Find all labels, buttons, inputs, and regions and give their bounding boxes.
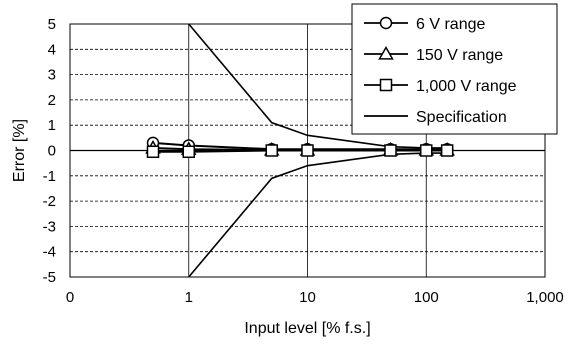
- legend-entry: 6 V range: [364, 16, 485, 33]
- x-tick-label: 10: [299, 289, 316, 306]
- y-tick-label: -5: [43, 269, 56, 286]
- x-tick-label: 100: [414, 289, 439, 306]
- legend-label: 150 V range: [416, 47, 503, 64]
- 1-000-v-range-point: [265, 144, 279, 157]
- x-tick-label: 1,000: [526, 289, 564, 306]
- specification-lower-line: [188, 152, 448, 278]
- y-tick-label: -3: [43, 218, 56, 235]
- y-tick-label: -1: [43, 168, 56, 185]
- legend-entry: 1,000 V range: [364, 78, 517, 95]
- legend-entry: Specification: [364, 109, 507, 126]
- y-axis-label: Error [%]: [11, 119, 28, 182]
- plot-frame: [69, 23, 546, 278]
- legend-label: 1,000 V range: [416, 78, 517, 95]
- 1-000-v-range-line: [153, 149, 448, 153]
- x-axis-label: Input level [% f.s.]: [244, 320, 370, 337]
- y-tick-label: 4: [48, 41, 56, 58]
- 1-000-v-range-point: [440, 144, 454, 157]
- legend-marker: [379, 16, 393, 30]
- legend: 6 V range 150 V range 1,000 V range Specifi…: [351, 3, 558, 135]
- legend-label: Specification: [416, 109, 507, 126]
- legend-marker: [378, 45, 394, 60]
- 1-000-v-range-point: [301, 144, 314, 157]
- y-tick-label: 3: [48, 67, 56, 84]
- y-tick-label: 1: [48, 117, 56, 134]
- x-tick-labels: 0 1 10 100 1,000: [66, 289, 564, 306]
- legend-label: 6 V range: [416, 16, 485, 33]
- 6-v-range-line: [152, 141, 448, 151]
- 1-000-v-range-point: [384, 144, 397, 157]
- series-layer: [145, 136, 455, 159]
- x-tick-label: 0: [66, 289, 74, 306]
- y-tick-label: 2: [48, 92, 56, 109]
- y-tick-label: 0: [48, 143, 56, 160]
- legend-entry: 150 V range: [364, 45, 503, 64]
- 1-000-v-range-point: [146, 145, 160, 159]
- 1-000-v-range-point: [182, 145, 195, 159]
- x-tick-label: 1: [185, 289, 193, 306]
- legend-marker: [379, 78, 393, 92]
- y-tick-label: 5: [48, 16, 56, 33]
- y-tick-label: -4: [43, 244, 56, 261]
- y-tick-label: -2: [43, 193, 56, 210]
- y-tick-labels: 5 4 3 2 1 0 -1 -2 -3 -4 -5: [43, 16, 56, 286]
- 1-000-v-range-point: [420, 144, 433, 157]
